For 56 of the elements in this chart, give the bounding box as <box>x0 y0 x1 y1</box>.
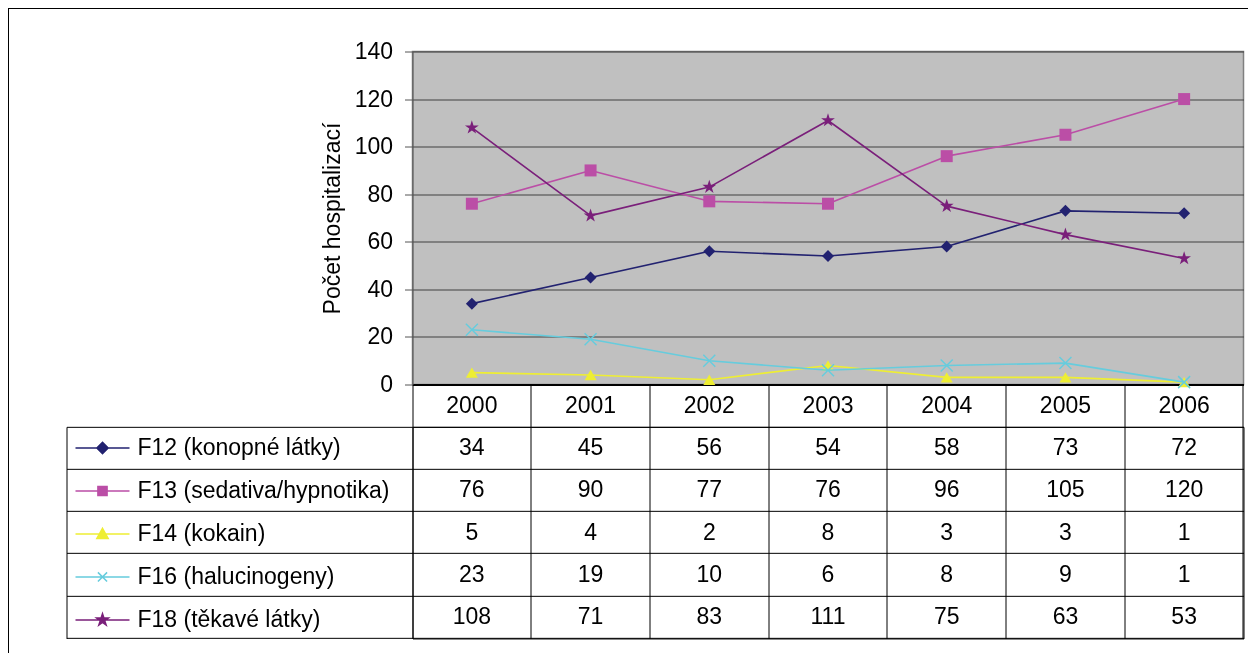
data-label: 90 <box>577 476 604 503</box>
y-tick-label: 40 <box>367 275 393 302</box>
data-label: 34 <box>459 433 485 460</box>
y-tick-label: 80 <box>367 180 393 207</box>
data-label: 2 <box>702 518 716 545</box>
data-label: 58 <box>933 433 960 460</box>
data-label: 96 <box>933 476 960 503</box>
data-label: 76 <box>815 476 841 503</box>
data-label: 75 <box>933 603 960 630</box>
data-label: 4 <box>584 518 598 545</box>
data-label: 45 <box>577 433 604 460</box>
data-label: 71 <box>577 603 604 630</box>
legend-label: F13 (sedativa/hypnotika) <box>137 476 390 503</box>
data-label: 1 <box>1177 560 1191 587</box>
y-axis-title: Počet hospitalizací <box>318 122 345 315</box>
data-label: 10 <box>696 560 723 587</box>
data-label: 1 <box>1177 518 1191 545</box>
data-label: 76 <box>459 476 485 503</box>
data-label: 63 <box>1052 603 1079 630</box>
data-label: 120 <box>1164 476 1204 503</box>
legend-label: F16 (halucinogeny) <box>137 562 335 589</box>
data-label: 108 <box>452 603 492 630</box>
x-tick-label: 2004 <box>921 392 973 419</box>
y-tick-label: 20 <box>367 323 393 350</box>
y-tick-label: 100 <box>354 133 393 160</box>
data-label: 83 <box>696 603 723 630</box>
data-label: 54 <box>815 433 841 460</box>
data-label: 8 <box>821 518 835 545</box>
legend-label: F18 (těkavé látky) <box>137 605 321 632</box>
y-tick-label: 0 <box>380 371 393 397</box>
data-label: 72 <box>1171 433 1197 460</box>
data-label: 111 <box>810 603 846 630</box>
x-tick-label: 2006 <box>1158 392 1210 419</box>
x-tick-label: 2003 <box>802 392 854 419</box>
data-label: 53 <box>1171 603 1197 630</box>
y-tick-label: 120 <box>354 85 393 112</box>
data-label: 73 <box>1052 433 1079 460</box>
data-label: 105 <box>1046 476 1085 503</box>
x-tick-label: 2000 <box>446 392 498 419</box>
x-tick-label: 2001 <box>564 392 617 419</box>
x-tick-label: 2005 <box>1039 392 1092 419</box>
legend-label: F12 (konopné látky) <box>137 433 341 460</box>
data-label: 19 <box>577 560 604 587</box>
data-label: 23 <box>459 560 485 587</box>
data-label: 56 <box>696 433 723 460</box>
y-tick-label: 60 <box>367 228 393 255</box>
data-label: 8 <box>940 560 954 587</box>
y-tick-label: 140 <box>354 38 393 64</box>
legend-label: F14 (kokain) <box>137 519 266 546</box>
data-label: 3 <box>1059 518 1072 545</box>
data-label: 3 <box>940 518 954 545</box>
data-label: 5 <box>465 518 479 545</box>
data-label: 6 <box>821 560 835 587</box>
data-label: 9 <box>1059 560 1072 587</box>
x-tick-label: 2002 <box>683 392 735 419</box>
data-label: 77 <box>696 476 723 503</box>
